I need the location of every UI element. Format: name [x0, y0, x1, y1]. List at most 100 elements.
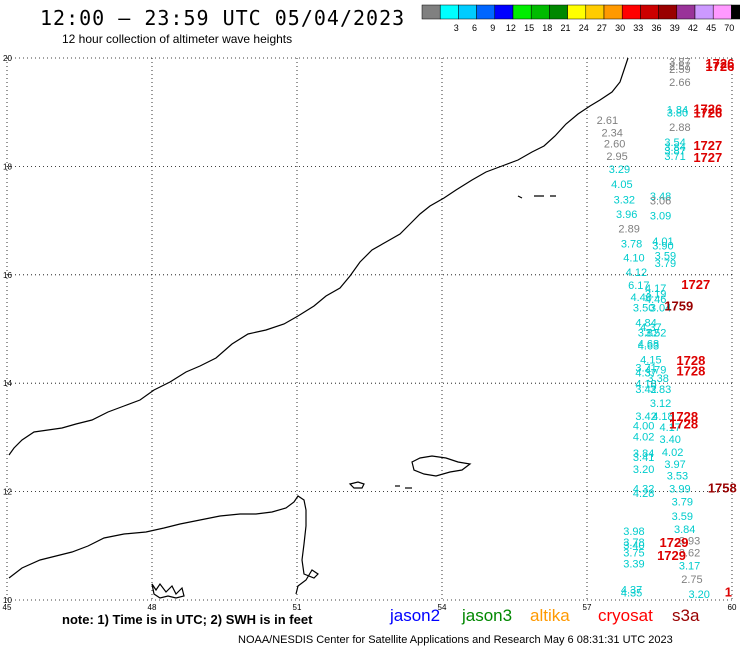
lat-tick-label: 20	[3, 54, 12, 63]
wave-height-value: 4.63	[638, 341, 659, 353]
wave-height-value: 3.39	[623, 558, 644, 570]
wave-height-value: 3.06	[650, 195, 671, 207]
wave-height-value: 3.17	[679, 561, 700, 573]
colorbar-swatch	[585, 4, 605, 20]
wave-height-value: 3.84	[674, 524, 695, 536]
colorbar-label: 24	[579, 23, 589, 33]
map-title: 12:00 – 23:59 UTC 05/04/2023	[40, 6, 406, 30]
wave-height-value: 3.54	[664, 137, 685, 149]
wave-height-value: 3.38	[647, 373, 668, 385]
colorbar-swatch	[676, 4, 696, 20]
wave-height-value: 3.80	[667, 108, 688, 120]
colorbar-swatch	[512, 4, 532, 20]
wave-height-value: 4.40	[631, 292, 652, 304]
wave-height-value: 3.84	[664, 142, 685, 154]
lon-tick-label: 48	[148, 603, 157, 612]
wave-height-value: 2.66	[669, 77, 690, 89]
colorbar-label: 30	[615, 23, 625, 33]
legend-cryosat: cryosat	[598, 606, 653, 625]
islet	[348, 481, 365, 489]
wave-height-value: 3.20	[633, 464, 654, 476]
lon-tick-label: 51	[293, 603, 302, 612]
horn-coast-fragment	[151, 582, 185, 599]
wave-height-value: 2.95	[606, 151, 627, 163]
colorbar-swatch	[530, 4, 550, 20]
colorbar-label: 42	[688, 23, 698, 33]
wave-height-value: 4.46	[645, 294, 666, 306]
observation-time: 1727	[681, 277, 710, 292]
wave-height-value: 3.79	[672, 497, 693, 509]
legend-altika: altika	[530, 606, 570, 625]
wave-height-value: 3.42	[635, 384, 656, 396]
wave-height-value: 3.42	[635, 411, 656, 423]
colorbar-swatch	[712, 4, 732, 20]
wave-height-value: 2.60	[604, 138, 625, 150]
wave-height-value: 3.87	[664, 145, 685, 157]
colorbar-swatch	[621, 4, 641, 20]
wave-height-value: 3.19	[645, 289, 666, 301]
observation-time: 1727	[693, 138, 722, 153]
wave-height-value: 4.12	[626, 267, 647, 279]
colorbar-swatch	[658, 4, 678, 20]
legend-note: note: 1) Time is in UTC; 2) SWH is in fe…	[62, 612, 313, 627]
socotra-island	[411, 455, 472, 477]
colorbar-label: 6	[472, 23, 477, 33]
wave-height-value: 2.61	[597, 115, 618, 127]
wave-height-value: 3.04	[650, 303, 671, 315]
colorbar-label: 33	[633, 23, 643, 33]
lat-tick-label: 14	[3, 379, 12, 388]
arabian-coastline	[8, 57, 629, 456]
wave-height-value: 3.71	[635, 362, 656, 374]
somalia-coastline	[8, 495, 319, 595]
lon-tick-label: 54	[438, 603, 447, 612]
wave-height-value: 4.32	[633, 484, 654, 496]
wave-height-value: 4.15	[640, 355, 661, 367]
observation-time: 1728	[676, 364, 705, 379]
wave-height-value: 3.79	[655, 258, 676, 270]
wave-height-value: 4.68	[638, 338, 659, 350]
wave-height-value: 4.01	[652, 236, 673, 248]
observation-time: 1726	[693, 106, 722, 121]
wave-height-value: 3.82	[638, 328, 659, 340]
wave-height-value: 3.41	[633, 452, 654, 464]
wave-height-value: 4.37	[621, 584, 642, 596]
colorbar-swatch	[476, 4, 496, 20]
wave-height-value: 3.59	[672, 511, 693, 523]
wave-height-value: 4.00	[633, 420, 654, 432]
wave-height-value: 3.20	[689, 589, 710, 601]
wave-height-value: 3.48	[650, 191, 671, 203]
colorbar-swatch	[421, 4, 441, 20]
wave-height-value: 6.17	[628, 280, 649, 292]
lat-tick-label: 10	[3, 596, 12, 605]
wave-height-value: 4.18	[652, 411, 673, 423]
wave-height-value: 3.90	[652, 240, 673, 252]
wave-height-value: 1.84	[667, 104, 688, 116]
colorbar-swatch	[731, 4, 740, 20]
lat-tick-label: 12	[3, 488, 12, 497]
wave-height-value: 3.62	[679, 548, 700, 560]
colorbar-label: 12	[506, 23, 516, 33]
wave-height-value: 4.10	[623, 252, 644, 264]
map-subtitle: 12 hour collection of altimeter wave hei…	[62, 32, 293, 46]
observation-time: 1726	[693, 101, 722, 116]
colorbar-label: 45	[706, 23, 716, 33]
observation-time: 1728	[676, 353, 705, 368]
observation-time: 1729	[657, 548, 686, 563]
colorbar-label: 27	[597, 23, 607, 33]
colorbar-swatch	[549, 4, 568, 20]
lon-tick-label: 60	[728, 603, 737, 612]
wave-height-value: 4.05	[611, 179, 632, 191]
observation-time: 1728	[669, 417, 698, 432]
colorbar-swatch	[458, 4, 477, 20]
wave-height-value: 3.84	[633, 448, 654, 460]
wave-height-value: 2.89	[618, 224, 639, 236]
legend-s3a: s3a	[672, 606, 700, 625]
wave-height-value: 3.78	[623, 537, 644, 549]
wave-height-value: 4.35	[621, 588, 642, 600]
lon-tick-label: 45	[3, 603, 12, 612]
colorbar-label: 18	[542, 23, 552, 33]
colorbar-swatch	[567, 4, 587, 20]
lat-tick-label: 16	[3, 271, 12, 280]
